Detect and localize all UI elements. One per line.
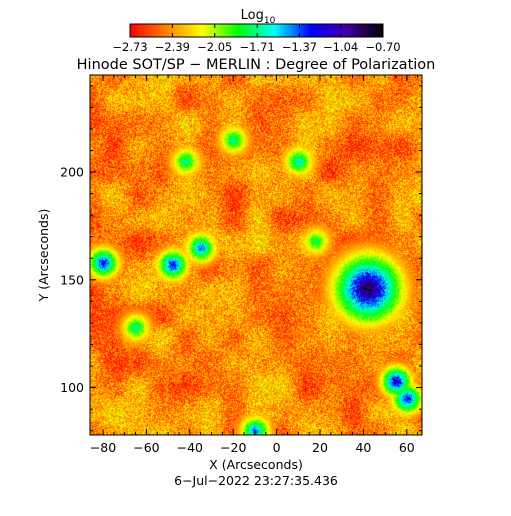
colorbar xyxy=(129,23,384,38)
y-tick-label: 200 xyxy=(60,165,84,180)
colorbar-label-sub: 10 xyxy=(264,16,276,26)
colorbar-tick-label: −2.73 xyxy=(112,40,147,54)
x-tick-label: 0 xyxy=(273,440,281,455)
x-tick-label: 60 xyxy=(399,440,415,455)
x-tick-label: 40 xyxy=(355,440,371,455)
colorbar-tick-label: −0.70 xyxy=(365,40,400,54)
colorbar-label-base: Log xyxy=(241,8,264,23)
polarization-heatmap xyxy=(90,75,422,435)
colorbar-tick-label: −1.71 xyxy=(239,40,274,54)
y-axis-label: Y (Arcseconds) xyxy=(36,209,51,303)
x-tick-label: −20 xyxy=(220,440,246,455)
chart-title: Hinode SOT/SP − MERLIN : Degree of Polar… xyxy=(77,57,436,73)
y-axis-ticks: 100 150 200 xyxy=(60,85,422,432)
colorbar-tick-label: −2.05 xyxy=(197,40,232,54)
colorbar-tick-label: −2.39 xyxy=(155,40,190,54)
colorbar-tick-label: −1.04 xyxy=(323,40,358,54)
x-axis-ticks: −80 −60 −40 −20 0 20 40 60 xyxy=(90,75,419,455)
date-stamp: 6−Jul−2022 23:27:35.436 xyxy=(174,473,338,488)
colorbar-ticks xyxy=(129,24,384,37)
x-tick-label: −60 xyxy=(133,440,159,455)
x-axis-label: X (Arcseconds) xyxy=(209,457,303,472)
x-tick-label: −80 xyxy=(90,440,116,455)
colorbar-tick-label: −1.37 xyxy=(282,40,317,54)
x-tick-label: −40 xyxy=(177,440,203,455)
y-tick-label: 100 xyxy=(60,380,84,395)
colorbar-label: Log10 xyxy=(241,8,276,26)
colorbar-tick-labels: −2.73 −2.39 −2.05 −1.71 −1.37 −1.04 −0.70 xyxy=(112,40,400,54)
x-tick-label: 20 xyxy=(312,440,328,455)
y-tick-label: 150 xyxy=(60,272,84,287)
plot-frame xyxy=(89,74,423,436)
